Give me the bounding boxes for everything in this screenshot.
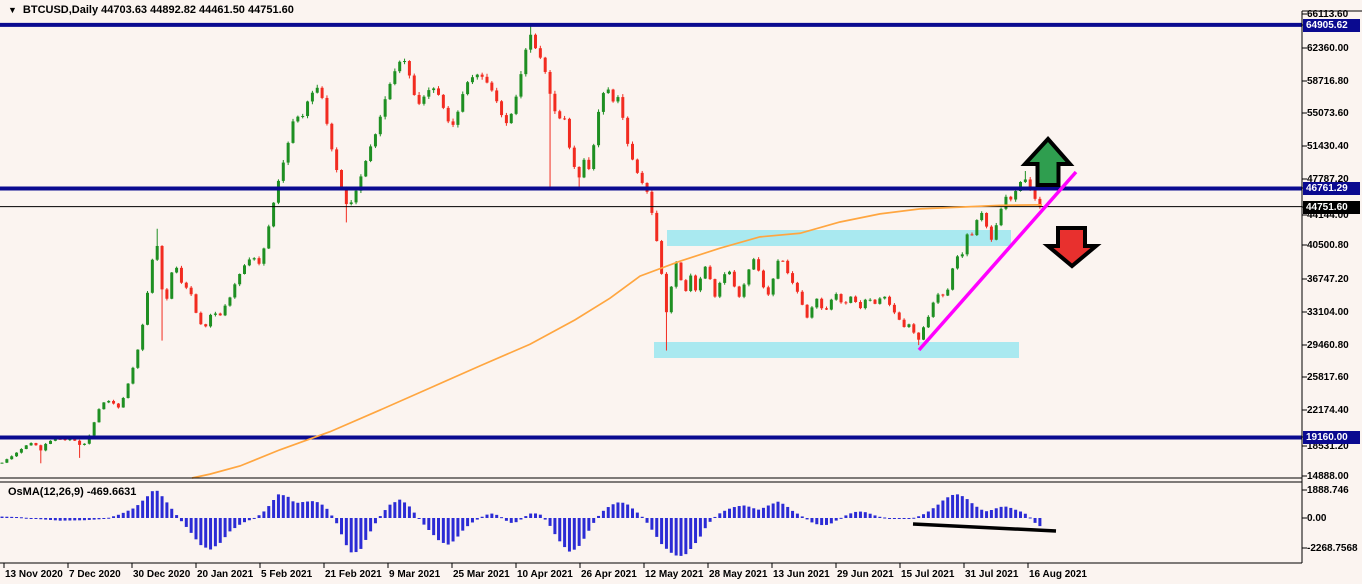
moving-average-line [191, 203, 1043, 479]
date-label: 26 Apr 2021 [581, 569, 637, 580]
date-label: 12 May 2021 [645, 569, 704, 580]
horizontal-level-lines[interactable] [0, 22, 1302, 440]
price-axis-label: 29460.80 [1307, 340, 1349, 351]
date-label: 5 Feb 2021 [261, 569, 313, 580]
price-axis-label: 18531.20 [1307, 441, 1349, 452]
date-label: 28 May 2021 [709, 569, 768, 580]
date-label: 13 Jun 2021 [773, 569, 830, 580]
price-axis-label: 33104.00 [1307, 307, 1349, 318]
osma-indicator-label: OsMA(12,26,9) -469.6631 [8, 486, 136, 498]
ohlc-values: 44703.63 44892.82 44461.50 44751.60 [101, 4, 294, 16]
price-axis-label: 58716.80 [1307, 76, 1349, 87]
price-axis-label: 51430.40 [1307, 141, 1349, 152]
date-label: 9 Mar 2021 [389, 569, 441, 580]
price-axis-label: 66113.60 [1307, 9, 1349, 20]
osma-current-value: -469.6631 [86, 486, 137, 498]
price-axis-label: 22174.40 [1307, 405, 1349, 416]
price-axis-label: 40500.80 [1307, 240, 1349, 251]
osma-axis-label: 1888.746 [1307, 485, 1349, 496]
price-badge: 64905.62 [1303, 19, 1360, 32]
symbol-period-label: BTCUSD,Daily [22, 4, 99, 16]
candlesticks [0, 24, 1042, 464]
osma-name: OsMA(12,26,9) [8, 486, 84, 498]
osma-trendline[interactable] [912, 522, 1057, 533]
date-label: 10 Apr 2021 [517, 569, 573, 580]
osma-histogram [0, 490, 1042, 556]
date-label: 16 Aug 2021 [1029, 569, 1087, 580]
price-axis-label: 55073.60 [1307, 108, 1349, 119]
date-label: 25 Mar 2021 [453, 569, 510, 580]
date-label: 20 Jan 2021 [197, 569, 254, 580]
chevron-down-icon[interactable]: ▼ [8, 5, 17, 15]
date-label: 31 Jul 2021 [965, 569, 1019, 580]
price-badge: 44751.60 [1303, 201, 1360, 214]
trendline-magenta[interactable] [917, 170, 1078, 352]
date-label: 13 Nov 2020 [5, 569, 63, 580]
axis-ticks [3, 13, 1307, 568]
price-axis-label: 36747.20 [1307, 274, 1349, 285]
support-resistance-zones[interactable] [654, 230, 1019, 358]
price-axis-label: 14888.00 [1307, 471, 1349, 482]
date-label: 7 Dec 2020 [69, 569, 121, 580]
price-badge: 46761.29 [1303, 182, 1360, 195]
date-label: 21 Feb 2021 [325, 569, 382, 580]
date-label: 15 Jul 2021 [901, 569, 955, 580]
price-axis-label: 25817.60 [1307, 372, 1349, 383]
chart-header: ▼ BTCUSD,Daily 44703.63 44892.82 44461.50… [8, 4, 294, 16]
price-axis-label: 44144.00 [1307, 210, 1349, 221]
price-badge: 19160.00 [1303, 431, 1360, 444]
osma-axis-label: -2268.7568 [1307, 543, 1358, 554]
up-arrow[interactable] [1020, 136, 1075, 187]
price-axis-label: 47787.20 [1307, 174, 1349, 185]
osma-axis-label: 0.00 [1307, 513, 1327, 524]
down-arrow[interactable] [1042, 226, 1102, 269]
price-axis-label: 62360.00 [1307, 43, 1349, 54]
chart-frame [0, 10, 1362, 564]
date-label: 30 Dec 2020 [133, 569, 191, 580]
date-label: 29 Jun 2021 [837, 569, 894, 580]
